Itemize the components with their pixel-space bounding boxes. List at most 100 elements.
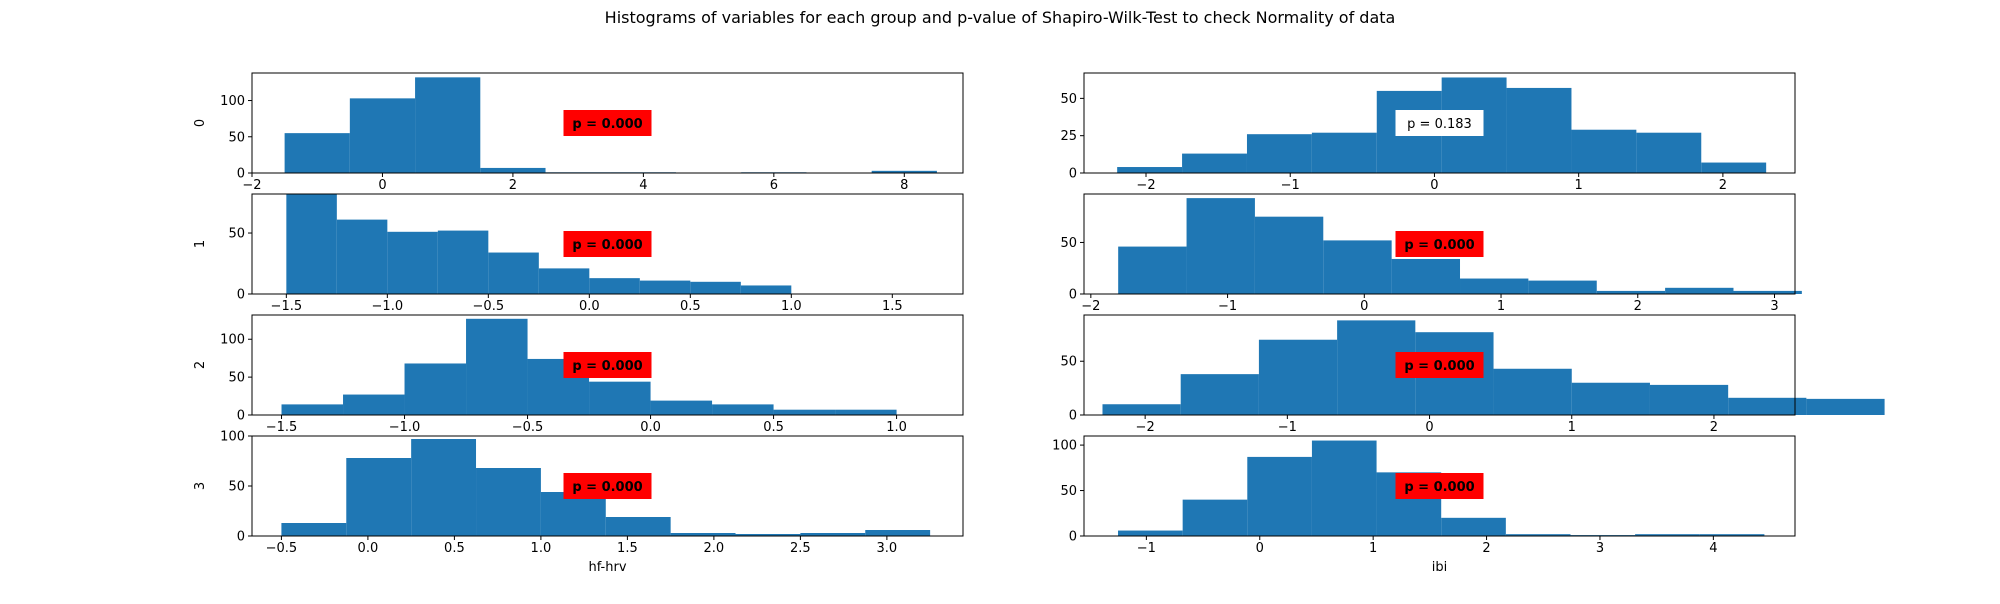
x-tick-label-g2-hf-hrv: 0.5 — [763, 420, 784, 435]
axes-frame-g1-ibi — [1083, 193, 1796, 295]
y-tick-label-g2-ibi: 0 — [1069, 409, 1077, 424]
histogram-bar-g3-hf-hrv — [281, 523, 347, 536]
x-tick-label-g2-ibi: 0 — [1425, 420, 1433, 435]
x-tick-label-g2-ibi: −2 — [1136, 420, 1155, 435]
x-tick-label-g3-ibi: 1 — [1369, 541, 1377, 556]
x-tick-label-g2-ibi: −1 — [1278, 420, 1297, 435]
x-tick-label-g1-hf-hrv: −1.5 — [271, 299, 303, 314]
histogram-bar-g2-hf-hrv — [404, 363, 467, 415]
x-tick-label-g0-hf-hrv: 6 — [770, 178, 778, 193]
x-axis-label-g3-hf-hrv: hf-hrv — [588, 560, 626, 575]
histogram-bar-g3-hf-hrv — [865, 530, 931, 536]
histogram-bar-g2-ibi — [1493, 368, 1572, 415]
histogram-bar-g2-ibi — [1180, 374, 1259, 415]
histogram-bar-g3-hf-hrv — [605, 517, 671, 536]
x-axis-label-g3-ibi: ibi — [1432, 560, 1447, 575]
x-tick-label-g3-hf-hrv: 1.5 — [617, 541, 638, 556]
axes-frame-g1-hf-hrv — [251, 193, 964, 295]
y-tick-label-g3-hf-hrv: 100 — [220, 430, 245, 445]
p-value-box-g2-ibi — [1395, 352, 1484, 378]
x-tick-label-g3-hf-hrv: −0.5 — [266, 541, 298, 556]
p-value-box-g2-hf-hrv — [563, 352, 652, 378]
axes-frame-g2-hf-hrv — [251, 314, 964, 416]
x-tick-label-g2-hf-hrv: −1.0 — [389, 420, 421, 435]
histogram-bar-g0-hf-hrv — [480, 167, 546, 173]
y-tick-label-g0-ibi: 0 — [1069, 167, 1077, 182]
x-tick-label-g1-ibi: 1 — [1497, 299, 1505, 314]
histogram-bar-g1-ibi — [1733, 290, 1802, 294]
axes-frame-g2-ibi — [1083, 314, 1796, 416]
histogram-bar-g0-ibi — [1701, 162, 1767, 173]
histogram-bar-g3-hf-hrv — [800, 533, 866, 536]
y-tick-label-g0-hf-hrv: 0 — [237, 167, 245, 182]
x-tick-label-g2-hf-hrv: −1.5 — [266, 420, 298, 435]
x-tick-label-g0-ibi: 0 — [1430, 178, 1438, 193]
histogram-bar-g3-ibi — [1699, 534, 1765, 536]
x-tick-label-g0-hf-hrv: −2 — [242, 178, 261, 193]
histogram-bar-g2-ibi — [1649, 384, 1729, 415]
histogram-bar-g2-hf-hrv — [281, 404, 344, 415]
x-tick-label-g3-ibi: −1 — [1137, 541, 1156, 556]
x-tick-label-g0-hf-hrv: 2 — [509, 178, 517, 193]
x-tick-label-g3-hf-hrv: 0.0 — [358, 541, 379, 556]
x-tick-label-g0-ibi: 1 — [1575, 178, 1583, 193]
histogram-bar-g1-hf-hrv — [387, 231, 438, 294]
x-tick-label-g1-ibi: −1 — [1218, 299, 1237, 314]
x-tick-label-g2-hf-hrv: 1.0 — [886, 420, 907, 435]
x-tick-label-g3-hf-hrv: 2.5 — [790, 541, 811, 556]
y-tick-label-g0-ibi: 25 — [1060, 129, 1077, 144]
axes-frame-g0-ibi — [1083, 72, 1796, 174]
histogram-bar-g2-ibi — [1571, 382, 1650, 415]
histogram-bar-g2-ibi — [1806, 398, 1885, 415]
p-value-box-g0-ibi — [1395, 110, 1484, 136]
histogram-bar-g0-ibi — [1117, 167, 1183, 173]
histogram-bar-g0-ibi — [1506, 87, 1572, 173]
x-tick-label-g1-hf-hrv: −0.5 — [473, 299, 505, 314]
histogram-bar-g0-ibi — [1246, 134, 1312, 173]
p-value-label-g2-hf-hrv: p = 0.000 — [572, 359, 642, 374]
y-tick-label-g2-ibi: 50 — [1060, 355, 1077, 370]
histogram-bar-g0-ibi — [1636, 132, 1702, 173]
figure-title: Histograms of variables for each group a… — [604, 8, 1396, 27]
p-value-box-g3-ibi — [1395, 473, 1484, 499]
histogram-bar-g1-hf-hrv — [589, 278, 640, 294]
histogram-bar-g2-hf-hrv — [773, 409, 836, 415]
histogram-bar-g3-ibi — [1182, 499, 1248, 536]
y-tick-label-g1-hf-hrv: 0 — [237, 288, 245, 303]
y-tick-label-g3-ibi: 0 — [1069, 530, 1077, 545]
histogram-bar-g3-ibi — [1505, 534, 1571, 536]
p-value-label-g3-hf-hrv: p = 0.000 — [572, 480, 642, 495]
p-value-box-g1-hf-hrv — [563, 231, 652, 257]
x-tick-label-g1-ibi: 3 — [1770, 299, 1778, 314]
histogram-bar-g1-ibi — [1254, 216, 1324, 294]
p-value-label-g1-ibi: p = 0.000 — [1404, 238, 1474, 253]
histogram-bar-g2-hf-hrv — [466, 318, 528, 415]
x-tick-label-g0-hf-hrv: 0 — [378, 178, 386, 193]
y-tick-label-g3-hf-hrv: 0 — [237, 530, 245, 545]
x-tick-label-g1-ibi: 2 — [1634, 299, 1642, 314]
histogram-bar-g3-ibi — [1118, 530, 1183, 536]
y-tick-label-g2-hf-hrv: 0 — [237, 409, 245, 424]
p-value-box-g1-ibi — [1395, 231, 1484, 257]
histogram-bar-g1-hf-hrv — [639, 280, 691, 294]
histogram-bar-g0-hf-hrv — [284, 133, 350, 173]
histogram-bar-g0-hf-hrv — [349, 98, 416, 173]
histogram-bar-g0-ibi — [1311, 132, 1377, 173]
histogram-bar-g1-ibi — [1460, 278, 1529, 294]
x-tick-label-g3-ibi: 2 — [1482, 541, 1490, 556]
x-tick-label-g2-ibi: 1 — [1568, 420, 1576, 435]
y-tick-label-g0-hf-hrv: 50 — [228, 130, 245, 145]
x-tick-label-g0-hf-hrv: 8 — [900, 178, 908, 193]
histogram-bar-g2-ibi — [1728, 397, 1807, 415]
histogram-bar-g0-ibi — [1182, 153, 1247, 173]
p-value-box-g3-hf-hrv — [563, 473, 652, 499]
p-value-label-g0-hf-hrv: p = 0.000 — [572, 117, 642, 132]
histogram-bar-g1-hf-hrv — [538, 268, 590, 294]
y-tick-label-g0-hf-hrv: 100 — [220, 94, 245, 109]
histogram-bar-g1-hf-hrv — [690, 281, 741, 294]
axes-frame-g3-ibi — [1083, 435, 1796, 537]
x-tick-label-g3-ibi: 4 — [1709, 541, 1717, 556]
x-tick-label-g1-hf-hrv: 1.5 — [882, 299, 903, 314]
